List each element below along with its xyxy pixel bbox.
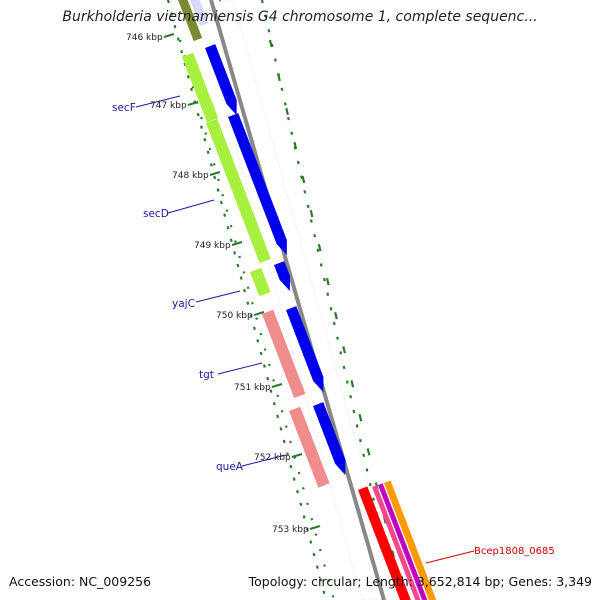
cds-arrow-tgt bbox=[286, 306, 324, 393]
major-tick bbox=[187, 101, 199, 106]
leader-line-tgt bbox=[217, 362, 263, 375]
major-tick bbox=[271, 383, 283, 388]
gene-block-secF bbox=[182, 52, 219, 123]
gene-block-top-lavender bbox=[190, 0, 209, 27]
leader-line-secF bbox=[135, 95, 181, 108]
gene-block-tgt bbox=[262, 309, 306, 399]
gene-label-secD: secD bbox=[143, 208, 169, 220]
leader-line-yajC bbox=[195, 290, 241, 303]
leader-line-queA bbox=[241, 454, 287, 467]
kbp-label: 753 kbp bbox=[272, 525, 309, 535]
minor-ticks-outer bbox=[260, 0, 398, 600]
tick-marks bbox=[163, 0, 406, 600]
major-tick bbox=[253, 311, 265, 316]
major-tick bbox=[163, 33, 175, 38]
cds-arrow-top bbox=[218, 0, 221, 2]
gene-block-red bbox=[358, 486, 411, 600]
labels: 746 kbp 747 kbp 748 kbp 749 kbp 750 kbp 751 k… bbox=[112, 33, 555, 564]
cds-arrow-secD bbox=[228, 113, 287, 256]
kbp-label: 747 kbp bbox=[150, 101, 187, 111]
gene-block-purple bbox=[378, 483, 428, 600]
minor-ticks-inner-2 bbox=[178, 39, 336, 600]
accession-text: Accession: NC_009256 bbox=[9, 574, 152, 589]
major-tick bbox=[309, 525, 321, 530]
map-title: Burkholderia vietnamiensis G4 chromosome… bbox=[62, 9, 538, 25]
major-tick bbox=[291, 453, 303, 458]
cds-arrow-yajC bbox=[274, 261, 290, 292]
sequence-summary: Topology: circular; Length: 3,652,814 bp… bbox=[248, 574, 592, 589]
leader-line-Bcep1808_0685 bbox=[425, 550, 475, 564]
kbp-label: 748 kbp bbox=[172, 171, 209, 181]
cds-arrow-secF bbox=[205, 44, 237, 116]
features bbox=[178, 0, 437, 600]
gene-label-queA: queA bbox=[216, 461, 244, 473]
kbp-label: 746 kbp bbox=[126, 33, 163, 43]
gene-label-yajC: yajC bbox=[172, 298, 195, 310]
gene-block-pink bbox=[372, 485, 421, 600]
gene-block-top-olive bbox=[178, 0, 203, 42]
kbp-label: 751 kbp bbox=[234, 383, 271, 393]
gene-block-yajC bbox=[250, 267, 271, 297]
backbone-line bbox=[209, 0, 386, 600]
cds-arrow-queA bbox=[313, 402, 346, 476]
gene-block-orange bbox=[384, 480, 437, 600]
leader-line-secD bbox=[167, 199, 215, 214]
major-tick bbox=[231, 241, 243, 246]
gene-label-tgt: tgt bbox=[199, 369, 214, 381]
gene-label-Bcep1808_0685: Bcep1808_0685 bbox=[474, 546, 555, 557]
gene-block-queA bbox=[289, 406, 330, 488]
kbp-label: 749 kbp bbox=[194, 241, 231, 251]
kbp-label: 750 kbp bbox=[216, 311, 253, 321]
major-tick bbox=[209, 171, 221, 176]
gene-label-secF: secF bbox=[112, 102, 136, 114]
gene-block-secD bbox=[206, 118, 271, 264]
